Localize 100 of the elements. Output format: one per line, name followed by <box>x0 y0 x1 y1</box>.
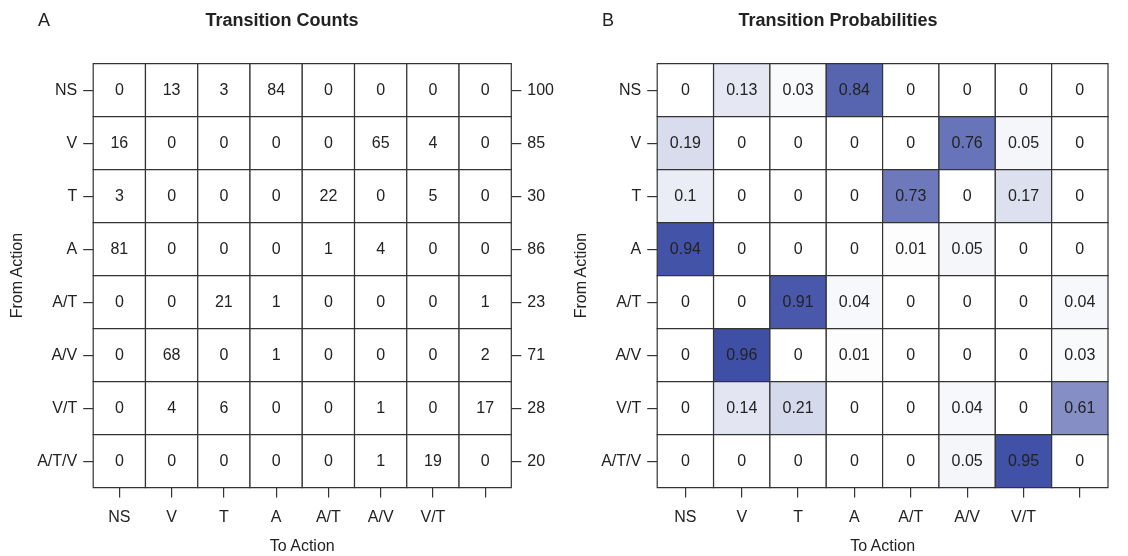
x-tick-label: A <box>270 507 282 525</box>
x-tick-label: NS <box>108 507 131 525</box>
data-label: 0 <box>849 239 859 257</box>
data-label: 0 <box>849 186 859 204</box>
data-label: 0 <box>167 292 177 310</box>
y-tick-label: A/T/V <box>601 451 642 469</box>
y-tick-label: T <box>67 186 78 204</box>
data-label: 0 <box>219 133 229 151</box>
data-label: 13 <box>162 80 181 98</box>
data-label: 0 <box>271 186 281 204</box>
data-label: 0 <box>680 345 690 363</box>
data-label: 0.13 <box>726 80 758 98</box>
data-label: 0 <box>680 451 690 469</box>
y2-tick-label: 23 <box>527 292 546 310</box>
y-axis-title: From Action <box>572 232 590 319</box>
data-label: 84 <box>267 80 286 98</box>
y2-tick-label: 86 <box>527 239 546 257</box>
data-label: 0.1 <box>674 186 697 204</box>
data-label: 0 <box>962 292 972 310</box>
data-label: 0 <box>1019 80 1029 98</box>
data-label: 0 <box>323 292 333 310</box>
data-label: 0 <box>849 451 859 469</box>
data-label: 19 <box>424 451 442 469</box>
data-label: 0 <box>793 133 803 151</box>
data-label: 1 <box>271 345 281 363</box>
y-tick-label: A/T/V <box>37 451 78 469</box>
y2-tick-label: 85 <box>527 133 546 151</box>
y-tick-label: V <box>630 133 642 151</box>
x-tick-label: V <box>166 507 178 525</box>
data-label: 0 <box>114 80 124 98</box>
y-tick-label: A <box>66 239 78 257</box>
data-label: 0.01 <box>838 345 871 363</box>
data-label: 0 <box>906 133 916 151</box>
data-label: 0.21 <box>782 398 814 416</box>
data-label: 0.19 <box>669 133 702 151</box>
data-label: 0 <box>219 186 229 204</box>
data-label: 1 <box>323 239 333 257</box>
data-label: 0.84 <box>838 80 871 98</box>
x-tick-label: T <box>793 507 804 525</box>
y2-tick-label: 20 <box>527 451 546 469</box>
data-label: 0 <box>1019 398 1029 416</box>
data-label: 2 <box>480 345 490 363</box>
y-tick-label: A/V <box>615 345 642 363</box>
chart-title: Transition Counts <box>205 9 359 30</box>
data-label: 0.96 <box>726 345 758 363</box>
data-label: 3 <box>219 80 229 98</box>
data-label: 0 <box>376 186 386 204</box>
data-label: 0 <box>114 398 124 416</box>
data-label: 3 <box>114 186 124 204</box>
data-label: 0.95 <box>1007 451 1040 469</box>
y-tick-label: A/V <box>51 345 78 363</box>
y-tick-label: V/T <box>616 398 642 416</box>
data-label: 0 <box>428 398 438 416</box>
data-label: 0.73 <box>895 186 927 204</box>
data-label: 0 <box>219 451 229 469</box>
data-label: 0 <box>680 398 690 416</box>
data-label: 4 <box>376 239 386 257</box>
y-tick-label: T <box>631 186 642 204</box>
data-label: 6 <box>219 398 229 416</box>
data-label: 0 <box>737 239 747 257</box>
data-label: 0 <box>219 239 229 257</box>
y-tick-label: V/T <box>52 398 78 416</box>
data-label: 0.04 <box>838 292 871 310</box>
data-label: 0 <box>737 186 747 204</box>
data-label: 0 <box>271 239 281 257</box>
x-tick-label: A/T <box>315 507 342 525</box>
data-label: 0 <box>480 239 490 257</box>
data-label: 16 <box>110 133 129 151</box>
data-label: 0 <box>480 133 490 151</box>
data-label: 0 <box>428 80 438 98</box>
data-label: 0 <box>793 345 803 363</box>
x-tick-label: V/T <box>1011 507 1037 525</box>
y-tick-label: NS <box>618 80 642 98</box>
data-label: 0.94 <box>669 239 702 257</box>
data-label: 0 <box>737 451 747 469</box>
y-tick-label: V <box>66 133 78 151</box>
data-label: 0 <box>428 345 438 363</box>
x-tick-label: NS <box>674 507 697 525</box>
x-tick-label: V/T <box>420 507 446 525</box>
y2-tick-label: 71 <box>527 345 546 363</box>
data-label: 0 <box>793 451 803 469</box>
data-label: 0 <box>428 239 438 257</box>
data-label: 0 <box>219 345 229 363</box>
data-label: 0 <box>376 292 386 310</box>
x-tick-label: A/V <box>367 507 394 525</box>
data-label: 0 <box>1019 345 1029 363</box>
data-label: 0 <box>480 186 490 204</box>
data-label: 0 <box>167 239 177 257</box>
data-label: 0 <box>376 345 386 363</box>
x-tick-label: T <box>218 507 229 525</box>
data-label: 0 <box>323 345 333 363</box>
y-tick-label: A <box>630 239 642 257</box>
data-label: 0 <box>323 133 333 151</box>
data-label: 0.04 <box>1064 292 1096 310</box>
data-label: 1 <box>376 398 386 416</box>
data-label: 0 <box>906 80 916 98</box>
data-label: 1 <box>480 292 490 310</box>
data-label: 0 <box>680 80 690 98</box>
data-label: 0 <box>962 80 972 98</box>
data-label: 0.61 <box>1064 398 1096 416</box>
